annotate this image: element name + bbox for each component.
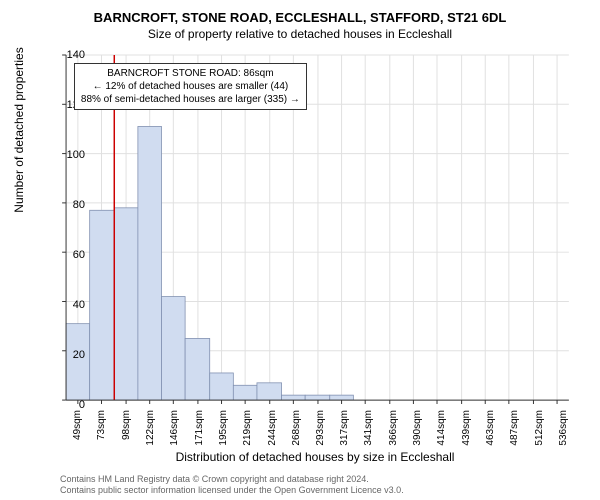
- chart-subtitle: Size of property relative to detached ho…: [0, 25, 600, 41]
- x-tick-label: 341sqm: [363, 410, 374, 450]
- x-tick-label: 512sqm: [534, 410, 545, 450]
- x-tick-label: 268sqm: [291, 410, 302, 450]
- y-axis-label: Number of detached properties: [12, 30, 26, 230]
- annotation-line-3: 88% of semi-detached houses are larger (…: [81, 93, 300, 106]
- property-annotation-box: BARNCROFT STONE ROAD: 86sqm ← 12% of det…: [74, 63, 307, 110]
- x-tick-label: 49sqm: [72, 410, 83, 450]
- x-tick-label: 414sqm: [436, 410, 447, 450]
- y-tick-label: 60: [55, 249, 85, 261]
- x-tick-label: 146sqm: [169, 410, 180, 450]
- y-tick-label: 140: [55, 49, 85, 61]
- x-tick-label: 73sqm: [96, 410, 107, 450]
- x-tick-label: 219sqm: [242, 410, 253, 450]
- footer-line-1: Contains HM Land Registry data © Crown c…: [60, 474, 404, 485]
- annotation-line-1: BARNCROFT STONE ROAD: 86sqm: [81, 67, 300, 80]
- annotation-line-2: ← 12% of detached houses are smaller (44…: [81, 80, 300, 93]
- x-tick-label: 366sqm: [388, 410, 399, 450]
- x-tick-label: 439sqm: [461, 410, 472, 450]
- x-tick-label: 390sqm: [412, 410, 423, 450]
- x-tick-label: 122sqm: [145, 410, 156, 450]
- y-tick-label: 20: [55, 349, 85, 361]
- footer-line-2: Contains public sector information licen…: [60, 485, 404, 496]
- x-tick-label: 317sqm: [339, 410, 350, 450]
- footer-attribution: Contains HM Land Registry data © Crown c…: [60, 474, 404, 496]
- x-tick-label: 171sqm: [194, 410, 205, 450]
- chart-title: BARNCROFT, STONE ROAD, ECCLESHALL, STAFF…: [0, 0, 600, 25]
- x-tick-label: 536sqm: [558, 410, 569, 450]
- y-tick-label: 40: [55, 299, 85, 311]
- chart-plot-area: BARNCROFT STONE ROAD: 86sqm ← 12% of det…: [60, 55, 570, 405]
- x-tick-label: 487sqm: [509, 410, 520, 450]
- x-tick-label: 463sqm: [485, 410, 496, 450]
- x-tick-label: 195sqm: [218, 410, 229, 450]
- x-tick-label: 244sqm: [267, 410, 278, 450]
- x-tick-label: 98sqm: [121, 410, 132, 450]
- x-tick-label: 293sqm: [315, 410, 326, 450]
- y-tick-label: 100: [55, 149, 85, 161]
- y-tick-label: 80: [55, 199, 85, 211]
- x-axis-label: Distribution of detached houses by size …: [60, 450, 570, 464]
